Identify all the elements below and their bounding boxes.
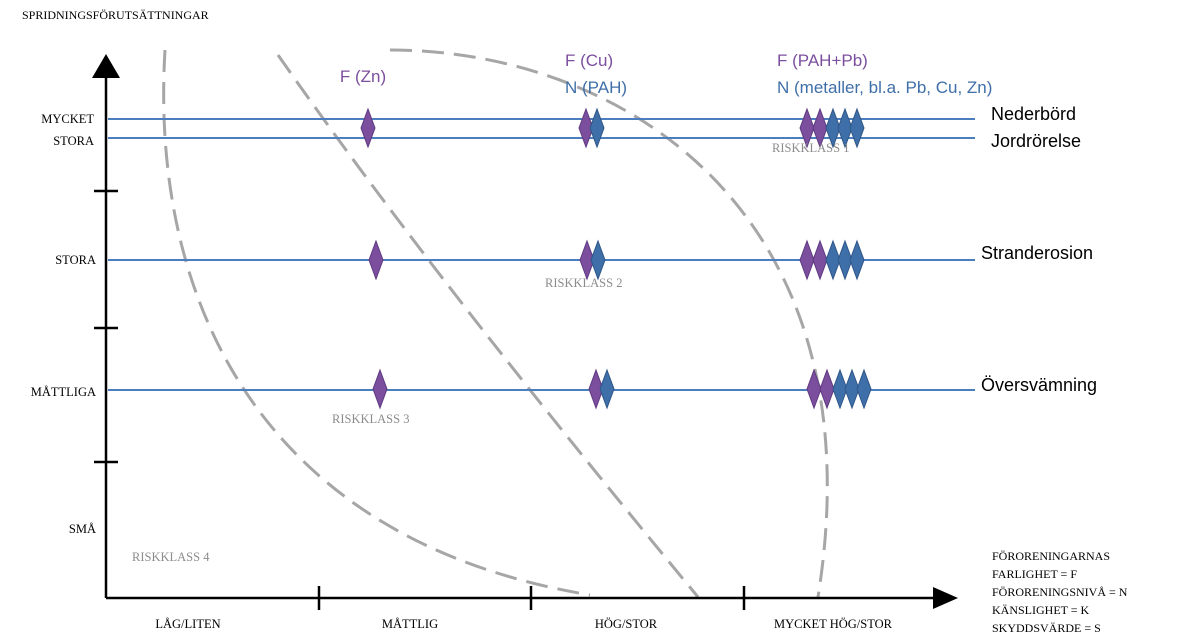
legend-line: SKYDDSVÄRDE = S (992, 621, 1101, 635)
f-marker-diamond (360, 107, 376, 149)
x-axis-arrow-icon (933, 587, 958, 609)
group-label-f-pah-pb: F (PAH+Pb) (777, 51, 868, 70)
x-level-label-mycket-hog: MYCKET HÖG/STOR (774, 617, 893, 631)
x-level-label-hog: HÖG/STOR (595, 617, 658, 631)
legend-line: FÖRORENINGARNAS (992, 549, 1110, 563)
group-label-f-cu: F (Cu) (565, 51, 613, 70)
n-marker-diamond (837, 107, 853, 149)
f-marker-diamond (578, 107, 594, 149)
n-marker-diamond (849, 107, 865, 149)
y-level-label-stora-2: STORA (53, 134, 94, 148)
n-marker-diamond (849, 239, 865, 281)
y-level-label-stora: STORA (55, 253, 96, 267)
n-marker-diamond (837, 239, 853, 281)
process-label-nederbord: Nederbörd (991, 104, 1076, 124)
f-marker-diamond (799, 107, 815, 149)
boundary-riskklass-1-2 (389, 48, 829, 598)
legend-line: FARLIGHET = F (992, 567, 1077, 581)
risk-class-label-1: RISKKLASS 1 (772, 141, 849, 155)
n-marker-diamond (844, 368, 860, 410)
f-marker-diamond (372, 368, 388, 410)
legend: FÖRORENINGARNAS FARLIGHET = F FÖRORENING… (992, 549, 1128, 635)
process-label-oversvamning: Översvämning (981, 375, 1097, 395)
process-label-stranderosion: Stranderosion (981, 243, 1093, 263)
risk-class-label-3: RISKKLASS 3 (332, 412, 409, 426)
risk-class-label-2: RISKKLASS 2 (545, 276, 622, 290)
legend-line: FÖRORENINGSNIVÅ = N (992, 585, 1128, 599)
y-level-label-mycket: MYCKET (41, 112, 94, 126)
legend-line: KÄNSLIGHET = K (992, 603, 1090, 617)
f-marker-diamond (799, 239, 815, 281)
risk-class-label-4: RISKKLASS 4 (132, 550, 210, 564)
group-label-f-zn: F (Zn) (340, 67, 386, 86)
boundary-riskklass-3-4 (162, 49, 591, 597)
process-label-jordrorelse: Jordrörelse (991, 131, 1081, 151)
f-marker-diamond (588, 368, 604, 410)
axes (94, 70, 935, 610)
n-marker-diamond (825, 239, 841, 281)
y-axis-title: SPRIDNINGSFÖRUTSÄTTNINGAR (22, 8, 209, 22)
n-marker-diamond (590, 239, 606, 281)
n-marker-diamond (832, 368, 848, 410)
f-marker-diamond (819, 368, 835, 410)
n-marker-diamond (856, 368, 872, 410)
f-marker-diamond (579, 239, 595, 281)
y-axis-arrow-icon (92, 54, 120, 78)
f-marker-diamond (812, 107, 828, 149)
f-marker-diamond (806, 368, 822, 410)
x-level-label-lag: LÅG/LITEN (155, 617, 220, 631)
boundary-riskklass-2-3 (276, 54, 700, 598)
risk-boundaries (162, 48, 829, 598)
group-label-n-pah: N (PAH) (565, 78, 627, 97)
marker-layer (360, 107, 872, 410)
f-marker-diamond (812, 239, 828, 281)
y-level-label-mattliga: MÅTTLIGA (31, 385, 96, 399)
y-level-label-sma: SMÅ (69, 522, 96, 536)
n-marker-diamond (589, 107, 605, 149)
group-label-n-metaller: N (metaller, bl.a. Pb, Cu, Zn) (777, 78, 992, 97)
n-marker-diamond (599, 368, 615, 410)
n-marker-diamond (825, 107, 841, 149)
x-level-label-mattlig: MÅTTLIG (382, 617, 438, 631)
f-marker-diamond (368, 239, 384, 281)
